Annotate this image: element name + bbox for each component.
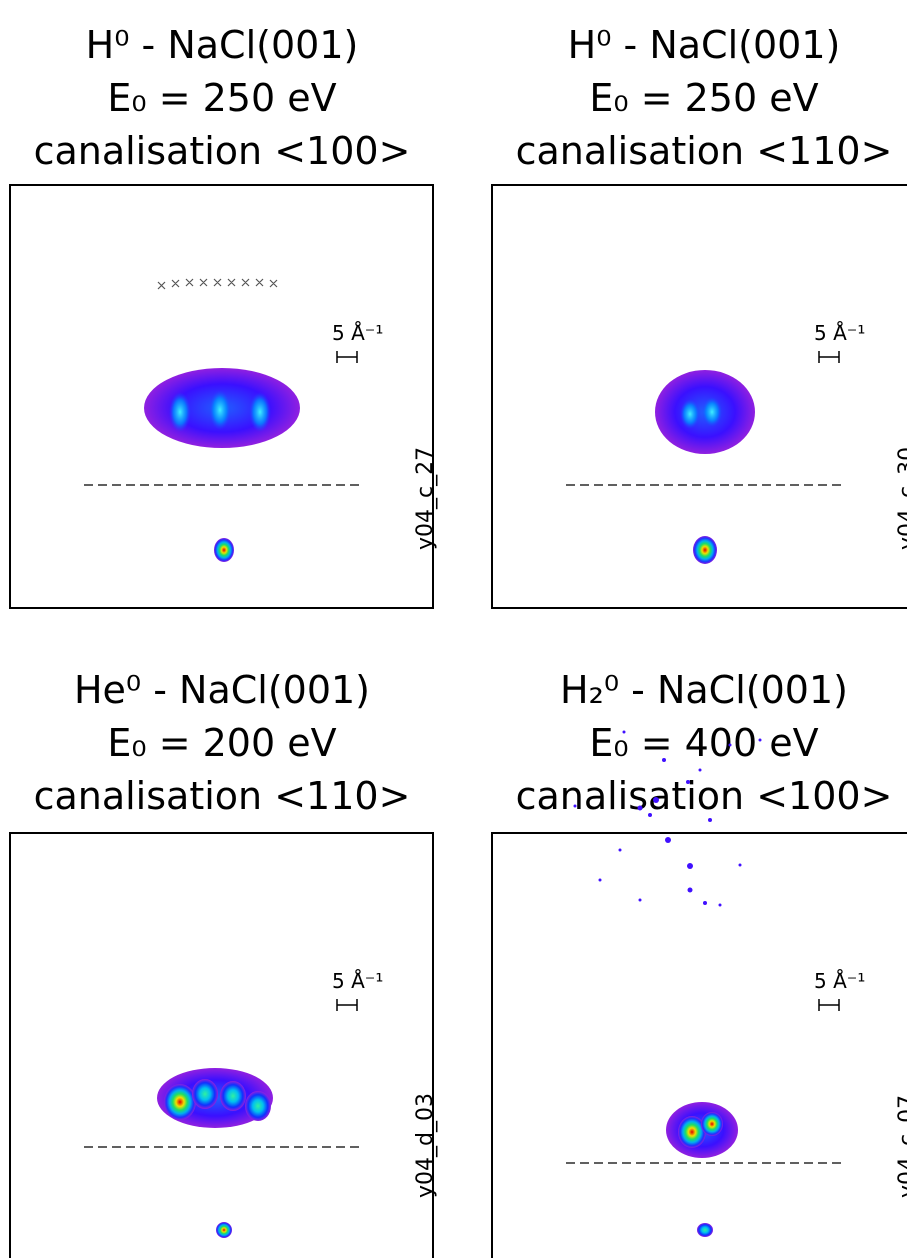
panel-title-line: E₀ = 250 eV <box>107 76 336 120</box>
scale-label: 5 Å⁻¹ <box>814 969 865 993</box>
panel-title-line: H⁰ - NaCl(001) <box>86 23 359 67</box>
images <box>144 278 762 1238</box>
panel-title-line: canalisation <100> <box>516 774 893 818</box>
peak <box>701 1112 723 1136</box>
panel-title-line: H⁰ - NaCl(001) <box>568 23 841 67</box>
scale-bar <box>336 999 358 1011</box>
scale-label: 5 Å⁻¹ <box>332 969 383 993</box>
run-id: y04_d_03 <box>413 1093 438 1198</box>
scale-bar <box>818 351 840 363</box>
panel-title-line: H₂⁰ - NaCl(001) <box>560 668 848 712</box>
panels: H⁰ - NaCl(001) E₀ = 250 eV canalisation <1… <box>9 23 907 1258</box>
peak <box>220 1081 246 1111</box>
run-id: y04_c_30 <box>895 447 907 550</box>
peak <box>680 399 700 429</box>
peak <box>245 1091 271 1121</box>
scale-label: 5 Å⁻¹ <box>814 321 865 345</box>
scale-bar <box>336 351 358 363</box>
panel-title-line: canalisation <110> <box>516 129 893 173</box>
peak <box>702 397 722 427</box>
direct-beam <box>693 536 717 564</box>
panel-frame <box>491 832 907 1258</box>
scale-label: 5 Å⁻¹ <box>332 321 383 345</box>
run-id: y04_c_27 <box>413 447 438 550</box>
peak <box>164 1084 196 1120</box>
panel-title-line: E₀ = 250 eV <box>589 76 818 120</box>
peak <box>169 392 191 432</box>
scale-bar <box>818 999 840 1011</box>
peak <box>209 390 231 430</box>
run-id: y04_c_07 <box>895 1095 907 1198</box>
panel-title-line: He⁰ - NaCl(001) <box>74 668 370 712</box>
panel-title-line: E₀ = 200 eV <box>107 721 336 765</box>
panel-title-line: canalisation <110> <box>34 774 411 818</box>
peak <box>192 1079 218 1109</box>
panel-title-line: E₀ = 400 eV <box>589 721 818 765</box>
peak <box>678 1116 706 1148</box>
panel-frame <box>9 832 434 1258</box>
direct-beam <box>214 538 234 562</box>
scatter-noise <box>573 730 762 907</box>
direct-beam <box>216 1222 232 1238</box>
panel-title-line: canalisation <100> <box>34 129 411 173</box>
cross-row <box>157 278 278 290</box>
direct-beam <box>697 1223 713 1237</box>
peak <box>249 392 271 432</box>
